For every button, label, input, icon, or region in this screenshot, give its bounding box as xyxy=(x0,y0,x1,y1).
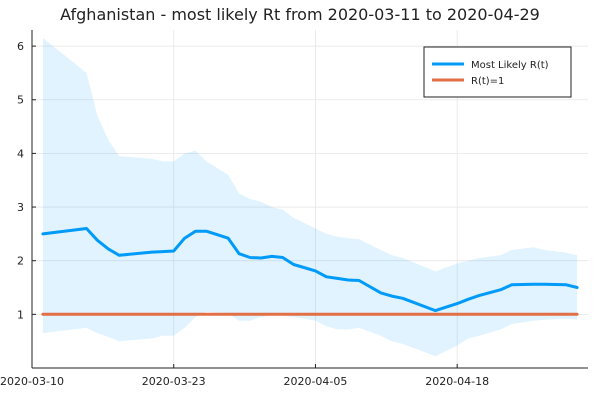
x-tick-label: 2020-04-05 xyxy=(283,375,347,388)
series-line-most-likely-rt xyxy=(41,227,579,313)
axes-layer: 2020-03-10 2020-03-23 2020-04-05 2020-04-18… xyxy=(0,30,588,388)
y-tick-label: 2 xyxy=(17,255,24,268)
y-tick-label: 1 xyxy=(17,308,24,321)
confidence-band-layer xyxy=(42,38,578,357)
x-tick-label: 2020-04-18 xyxy=(425,375,489,388)
legend-label: Most Likely R(t) xyxy=(471,60,549,71)
chart-title: Afghanistan - most likely Rt from 2020-0… xyxy=(60,5,540,24)
y-tick-label: 4 xyxy=(17,147,24,160)
legend-box xyxy=(423,46,572,98)
confidence-band xyxy=(42,38,578,357)
legend-label: R(t)=1 xyxy=(471,76,504,87)
series-layer xyxy=(41,227,579,316)
y-tick-label: 6 xyxy=(17,40,24,53)
x-tick-label: 2020-03-23 xyxy=(142,375,206,388)
legend: Most Likely R(t) R(t)=1 xyxy=(423,46,572,98)
y-tick-label: 5 xyxy=(17,94,24,107)
y-tick-label: 3 xyxy=(17,201,24,214)
x-tick-label: 2020-03-10 xyxy=(0,375,64,388)
